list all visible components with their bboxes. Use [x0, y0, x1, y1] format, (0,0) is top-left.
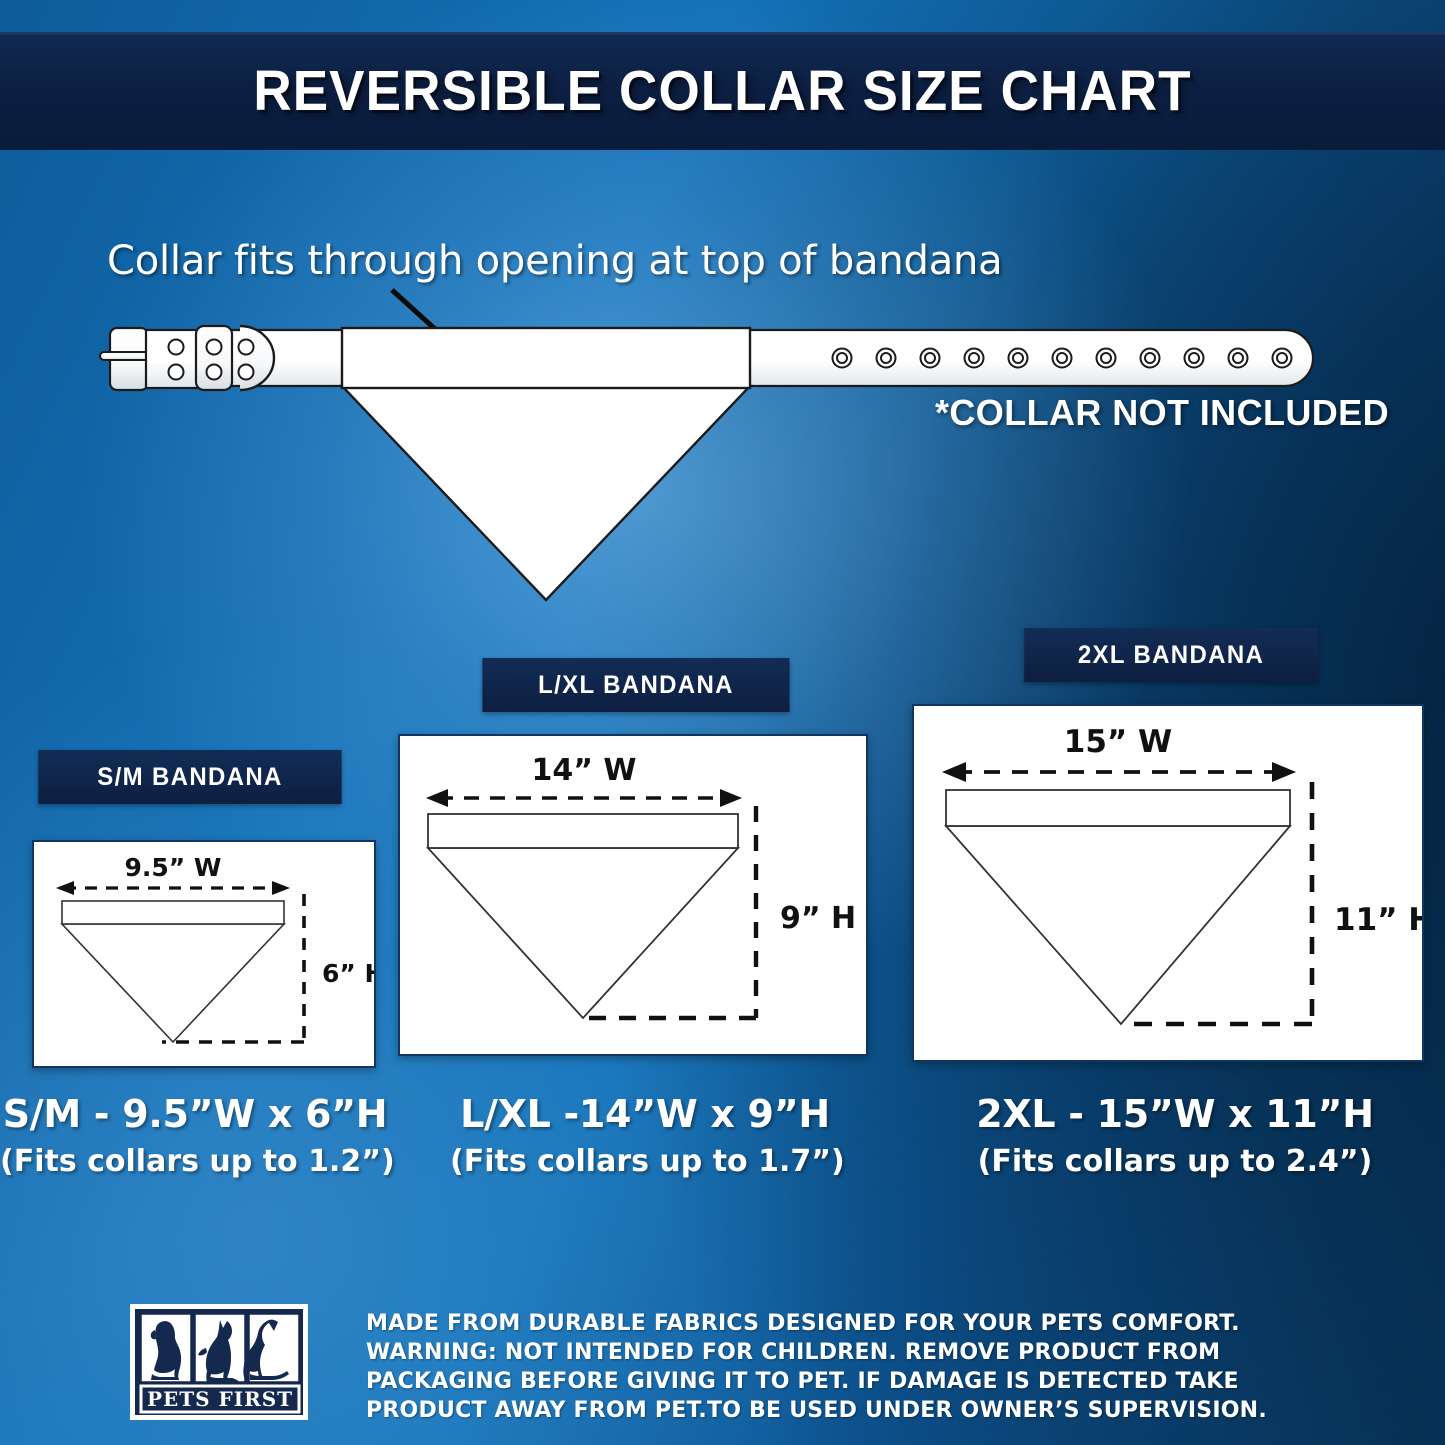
width-label-lxl: 14” W — [532, 753, 637, 788]
height-dimension-lxl — [582, 806, 759, 1021]
dog-silhouette-2 — [198, 1320, 241, 1386]
width-label-sm: 9.5” W — [125, 853, 222, 882]
size-panel-header-sm: S/M BANDANA — [38, 750, 342, 804]
collar-eyelet-inner — [1100, 352, 1112, 364]
collar-eyelet-inner — [1012, 352, 1024, 364]
collar-eyelet-inner — [1276, 352, 1288, 364]
collar-eyelet-inner — [968, 352, 980, 364]
collar-eyelet-inner — [836, 352, 848, 364]
size-caption-lxl-dimensions: L/XL -14”W x 9”H — [460, 1092, 830, 1136]
size-card-lxl: 14” W 9” H — [398, 734, 868, 1056]
title-band: REVERSIBLE COLLAR SIZE CHART — [0, 32, 1445, 150]
size-panel-2xl: 2XL BANDANA 15” W 11” H — [912, 628, 1424, 1062]
size-panel-header-lxl: L/XL BANDANA — [482, 658, 790, 712]
collar-eyelets — [831, 347, 1293, 369]
collar-eyelet-inner — [1188, 352, 1200, 364]
size-panel-lxl: L/XL BANDANA 14” W 9” H — [398, 658, 868, 1056]
size-caption-2xl-fit: (Fits collars up to 2.4”) — [977, 1144, 1373, 1179]
collar-eyelet-inner — [880, 352, 892, 364]
footer-warning-text: MADE FROM DURABLE FABRICS DESIGNED FOR Y… — [366, 1309, 1285, 1425]
bandana-shape-lxl — [425, 813, 741, 1020]
footer-line-1: MADE FROM DURABLE FABRICS DESIGNED FOR Y… — [366, 1310, 1240, 1336]
collar-buckle — [99, 324, 276, 392]
size-panel-sm: S/M BANDANA 9.5” W — [32, 750, 376, 1068]
logo-wordmark: PETS FIRST — [147, 1387, 293, 1411]
width-dimension-sm — [56, 881, 290, 895]
size-caption-2xl-dimensions: 2XL - 15”W x 11”H — [976, 1092, 1374, 1136]
page-title: REVERSIBLE COLLAR SIZE CHART — [253, 59, 1192, 123]
width-label-2xl: 15” W — [1064, 724, 1173, 760]
bandana-shape-sm — [60, 900, 286, 1044]
size-caption-sm: S/M - 9.5”W x 6”H (Fits collars up to 1.… — [0, 1092, 395, 1179]
collar-eyelet-inner — [1232, 352, 1244, 364]
footer-line-3: PACKAGING BEFORE GIVING IT TO PET. IF DA… — [366, 1368, 1239, 1394]
size-panel-header-2xl: 2XL BANDANA — [1024, 628, 1318, 682]
size-card-2xl: 15” W 11” H — [912, 704, 1424, 1062]
size-caption-lxl: L/XL -14”W x 9”H (Fits collars up to 1.7… — [450, 1092, 845, 1179]
size-card-sm: 9.5” W 6” H — [32, 840, 376, 1068]
footer-line-2: WARNING: NOT INTENDED FOR CHILDREN. REMO… — [366, 1339, 1221, 1365]
height-dimension-sm — [162, 894, 306, 1044]
dog-silhouette-3 — [243, 1319, 289, 1380]
size-caption-sm-fit: (Fits collars up to 1.2”) — [0, 1144, 395, 1179]
dog-silhouette-1 — [150, 1321, 182, 1380]
size-caption-lxl-fit: (Fits collars up to 1.7”) — [450, 1144, 845, 1179]
height-label-2xl: 11” H — [1334, 902, 1422, 938]
height-label-sm: 6” H — [322, 959, 374, 988]
collar-eyelet-inner — [1056, 352, 1068, 364]
collar-not-included-note: *COLLAR NOT INCLUDED — [935, 392, 1389, 433]
size-caption-sm-dimensions: S/M - 9.5”W x 6”H — [2, 1092, 388, 1136]
bandana-body — [339, 326, 753, 602]
height-dimension-2xl — [1124, 782, 1315, 1027]
height-label-lxl: 9” H — [780, 901, 856, 936]
collar-eyelet-inner — [1144, 352, 1156, 364]
collar-bandana-illustration — [99, 288, 1315, 602]
pets-first-logo: PETS FIRST — [130, 1304, 308, 1420]
collar-eyelet-inner — [924, 352, 936, 364]
bandana-shape-2xl — [944, 789, 1292, 1026]
size-caption-2xl: 2XL - 15”W x 11”H (Fits collars up to 2.… — [975, 1092, 1375, 1179]
collar-instruction-text: Collar fits through opening at top of ba… — [107, 238, 1003, 284]
width-dimension-lxl — [426, 789, 742, 807]
width-dimension-2xl — [942, 762, 1296, 782]
footer-line-4: PRODUCT AWAY FROM PET.TO BE USED UNDER O… — [366, 1397, 1267, 1423]
